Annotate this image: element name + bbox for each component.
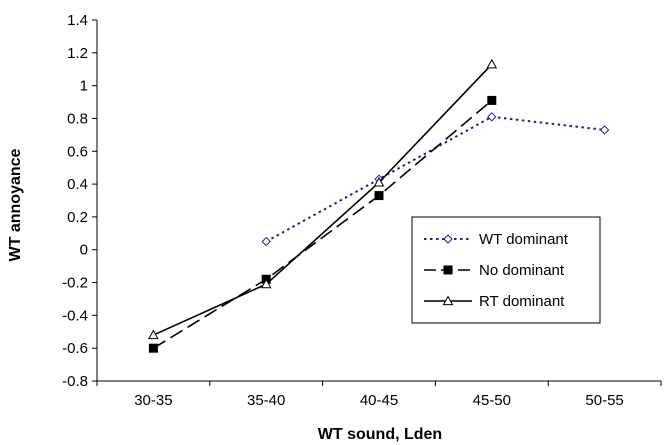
data-point-marker <box>148 329 159 340</box>
data-point-marker <box>599 125 610 135</box>
y-tick-label: 0.6 <box>67 143 88 160</box>
data-point-marker <box>442 295 454 306</box>
legend-label: No dominant <box>479 262 565 279</box>
legend: WT dominant No dominant RT dominant <box>411 216 601 324</box>
y-tick-label: -0.4 <box>62 307 88 324</box>
data-point-marker <box>443 234 453 244</box>
x-tick-label: 45-50 <box>473 392 511 409</box>
x-tick-label: 30-35 <box>134 392 172 409</box>
series-line <box>152 99 493 349</box>
x-tick-label: 50-55 <box>585 392 623 409</box>
y-tick-label: -0.8 <box>62 373 88 390</box>
series-line <box>153 63 493 336</box>
data-point-marker <box>148 343 158 353</box>
legend-item: WT dominant <box>424 231 569 248</box>
data-point-marker <box>260 278 272 289</box>
legend-label: WT dominant <box>479 231 569 248</box>
y-tick-label: 0.8 <box>67 110 88 127</box>
legend-item: RT dominant <box>424 293 565 310</box>
y-tick-label: -0.2 <box>62 275 88 292</box>
data-point-marker <box>261 236 271 247</box>
y-tick-label: 1.2 <box>67 45 88 62</box>
data-point-marker <box>374 191 384 201</box>
data-point-marker <box>443 265 453 275</box>
x-tick-label: 40-45 <box>360 392 398 409</box>
series-rt-dominant <box>148 58 498 340</box>
legend-item: No dominant <box>424 262 565 279</box>
y-tick-label: 1.4 <box>67 12 88 29</box>
data-point-marker <box>487 95 497 105</box>
y-axis-title: WT annoyance <box>7 148 24 261</box>
legend-label: RT dominant <box>479 293 565 310</box>
series-layer <box>148 58 610 353</box>
y-tick-label: 0.4 <box>67 176 88 193</box>
data-point-marker <box>486 58 498 69</box>
y-tick-label: -0.6 <box>62 340 88 357</box>
y-tick-label: 0 <box>80 242 88 259</box>
x-tick-label: 35-40 <box>247 392 285 409</box>
axes: -0.8 -0.6 -0.4 -0.2 0 0.2 0.4 0.6 0.8 1 1.2 1.4 30-3… <box>62 12 662 409</box>
y-tick-label: 1 <box>80 78 88 95</box>
data-point-marker <box>487 112 497 122</box>
x-axis-title: WT sound, Lden <box>318 426 442 443</box>
data-point-marker <box>373 176 385 187</box>
y-tick-label: 0.2 <box>67 209 88 226</box>
